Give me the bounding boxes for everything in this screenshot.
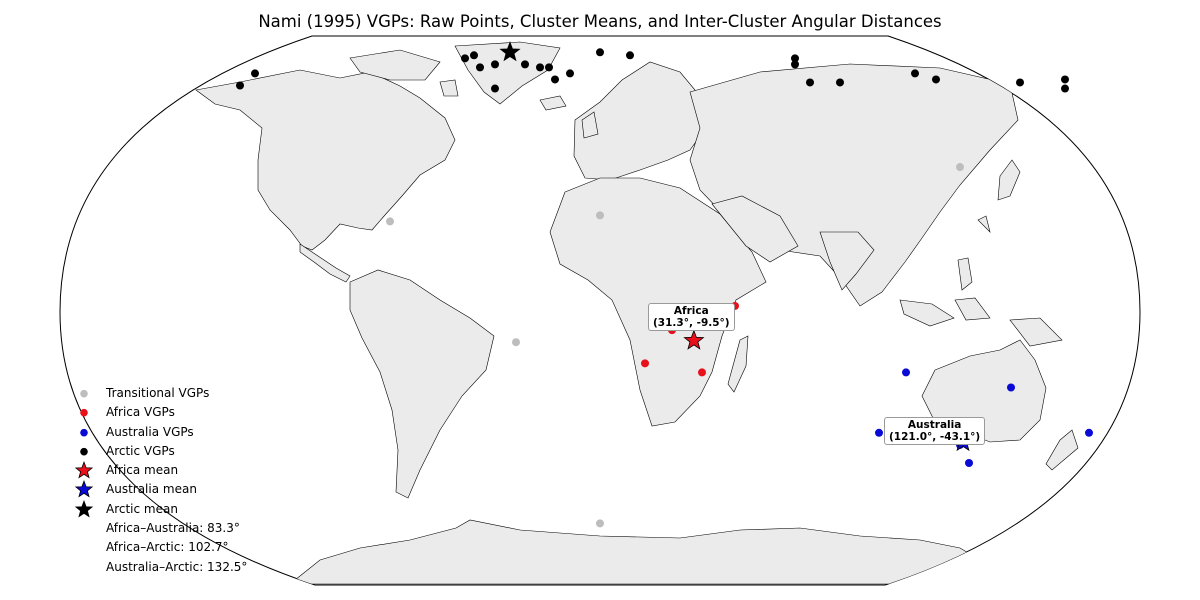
- legend-item-arctic-mean: Arctic mean: [74, 499, 247, 519]
- landmass-madagascar: [727, 335, 749, 393]
- landmass-africa: [549, 177, 767, 427]
- point-arctic-vgps: [545, 63, 553, 72]
- point-transitional-vgps: [956, 163, 964, 172]
- point-arctic-vgps: [470, 51, 478, 60]
- point-arctic-vgps: [521, 60, 529, 69]
- australia-mean-callout: Australia (121.0°, -43.1°): [884, 417, 986, 445]
- point-australia-vgps: [1007, 383, 1015, 392]
- australia-callout-coords: (121.0°, -43.1°): [889, 431, 981, 443]
- landmass-arctic-islands: [349, 49, 441, 81]
- legend-marker-australia: [80, 428, 88, 437]
- point-arctic-vgps: [566, 69, 574, 78]
- point-transitional-vgps: [596, 519, 604, 528]
- legend-star-africa-mean: [74, 461, 94, 479]
- legend-marker-arctic: [80, 447, 88, 456]
- landmass-india: [819, 231, 875, 291]
- point-transitional-vgps: [596, 211, 604, 220]
- point-transitional-vgps: [512, 338, 520, 347]
- landmass-central-america: [299, 243, 351, 283]
- point-arctic-vgps: [1016, 78, 1024, 87]
- point-arctic-vgps: [251, 69, 259, 78]
- point-arctic-vgps: [236, 81, 244, 90]
- legend: Transitional VGPs Africa VGPs Australia …: [74, 384, 247, 577]
- point-arctic-vgps: [626, 51, 634, 60]
- legend-item-africa-mean: Africa mean: [74, 461, 247, 480]
- point-arctic-vgps: [551, 75, 559, 84]
- map-title: Nami (1995) VGPs: Raw Points, Cluster Me…: [258, 12, 942, 31]
- africa-callout-name: Africa: [673, 305, 709, 317]
- point-arctic-vgps: [596, 48, 604, 57]
- point-australia-vgps: [1085, 428, 1093, 437]
- landmass-arabia: [711, 195, 799, 263]
- legend-item-australia-mean: Australia mean: [74, 480, 247, 499]
- point-arctic-vgps: [491, 60, 499, 69]
- point-australia-vgps: [875, 428, 883, 437]
- point-arctic-vgps: [806, 78, 814, 87]
- legend-star-australia-mean: [74, 480, 94, 498]
- legend-label: Africa mean: [106, 463, 179, 478]
- legend-label: Africa–Australia: 83.3°: [106, 521, 240, 536]
- legend-item-africa-arctic-distance: Africa–Arctic: 102.7°: [74, 538, 247, 557]
- point-arctic-vgps: [791, 54, 799, 63]
- point-transitional-vgps: [386, 217, 394, 226]
- point-arctic-vgps: [461, 54, 469, 63]
- australia-callout-name: Australia: [907, 419, 962, 431]
- legend-item-australia: Australia VGPs: [74, 423, 247, 442]
- vgp-points-layer: [236, 41, 1093, 528]
- point-arctic-vgps: [911, 69, 919, 78]
- legend-label: Arctic VGPs: [106, 443, 175, 458]
- africa-mean-callout: Africa (31.3°, -9.5°): [648, 303, 735, 331]
- legend-label: Africa VGPs: [106, 405, 175, 420]
- point-arctic-vgps: [1061, 75, 1069, 84]
- legend-item-africa: Africa VGPs: [74, 403, 247, 422]
- africa-callout-coords: (31.3°, -9.5°): [653, 317, 730, 329]
- legend-item-arctic: Arctic VGPs: [74, 442, 247, 461]
- point-arctic-vgps: [836, 78, 844, 87]
- point-arctic-mean: [499, 41, 521, 62]
- point-africa-mean: [683, 329, 705, 350]
- landmass-greenland: [454, 41, 561, 105]
- landmass-south-america: [349, 269, 495, 499]
- legend-label: Africa–Arctic: 102.7°: [106, 540, 229, 555]
- point-africa-vgps: [641, 359, 649, 368]
- legend-marker-transitional: [80, 389, 88, 398]
- point-arctic-vgps: [932, 75, 940, 84]
- point-arctic-vgps: [491, 84, 499, 93]
- point-arctic-vgps: [476, 63, 484, 72]
- point-arctic-vgps: [536, 63, 544, 72]
- legend-item-africa-australia-distance: Africa–Australia: 83.3°: [74, 519, 247, 538]
- legend-star-arctic-mean: [74, 499, 94, 518]
- point-arctic-vgps: [791, 60, 799, 69]
- legend-label: Transitional VGPs: [106, 386, 210, 400]
- legend-item-australia-arctic-distance: Australia–Arctic: 132.5°: [74, 558, 247, 577]
- point-africa-vgps: [698, 368, 706, 377]
- legend-label: Australia mean: [106, 482, 197, 497]
- point-arctic-vgps: [1061, 84, 1069, 93]
- point-australia-vgps: [902, 368, 910, 377]
- legend-label: Australia–Arctic: 132.5°: [106, 559, 248, 574]
- legend-label: Arctic mean: [106, 501, 178, 516]
- legend-marker-africa: [80, 409, 88, 417]
- point-australia-vgps: [965, 459, 973, 467]
- legend-item-transitional: Transitional VGPs: [74, 384, 247, 403]
- legend-label: Australia VGPs: [106, 424, 194, 439]
